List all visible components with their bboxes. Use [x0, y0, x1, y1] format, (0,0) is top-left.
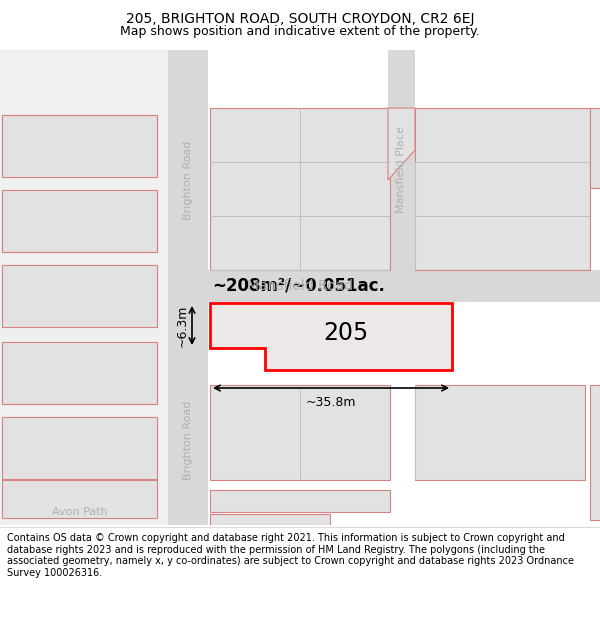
Bar — [2, 265, 157, 327]
Text: Brighton Road: Brighton Road — [183, 400, 193, 480]
Polygon shape — [388, 108, 415, 180]
Bar — [210, 490, 390, 512]
Text: ~6.3m: ~6.3m — [176, 304, 189, 347]
Bar — [388, 50, 415, 302]
Bar — [210, 514, 330, 525]
Bar — [2, 115, 157, 177]
Bar — [210, 385, 390, 480]
Bar — [415, 162, 416, 270]
Bar — [2, 190, 157, 252]
Text: ~35.8m: ~35.8m — [306, 396, 356, 409]
Bar — [0, 50, 168, 525]
Text: Brighton Road: Brighton Road — [183, 140, 193, 219]
Text: 205: 205 — [323, 321, 368, 346]
Bar — [168, 50, 208, 525]
Text: 205, BRIGHTON ROAD, SOUTH CROYDON, CR2 6EJ: 205, BRIGHTON ROAD, SOUTH CROYDON, CR2 6… — [126, 12, 474, 26]
Bar — [168, 270, 600, 302]
Bar — [590, 385, 600, 520]
Text: Mansfield Road: Mansfield Road — [247, 279, 353, 293]
Bar — [210, 108, 390, 270]
Text: Avon Path: Avon Path — [52, 507, 108, 517]
Text: Mansfield Place: Mansfield Place — [397, 126, 407, 213]
Text: Map shows position and indicative extent of the property.: Map shows position and indicative extent… — [120, 24, 480, 38]
Bar — [300, 108, 301, 270]
Text: Contains OS data © Crown copyright and database right 2021. This information is : Contains OS data © Crown copyright and d… — [7, 533, 574, 578]
Bar — [210, 270, 390, 271]
Bar — [415, 385, 416, 480]
Bar — [415, 162, 590, 163]
Bar — [415, 216, 590, 217]
Bar — [2, 417, 157, 479]
Bar — [2, 342, 157, 404]
Bar — [300, 385, 301, 480]
Bar — [2, 480, 157, 518]
Bar — [210, 216, 390, 217]
Bar — [210, 162, 390, 163]
Bar — [590, 108, 600, 188]
Text: ~208m²/~0.051ac.: ~208m²/~0.051ac. — [212, 277, 385, 295]
Polygon shape — [210, 303, 452, 370]
Bar — [415, 385, 585, 480]
Bar — [415, 108, 590, 270]
